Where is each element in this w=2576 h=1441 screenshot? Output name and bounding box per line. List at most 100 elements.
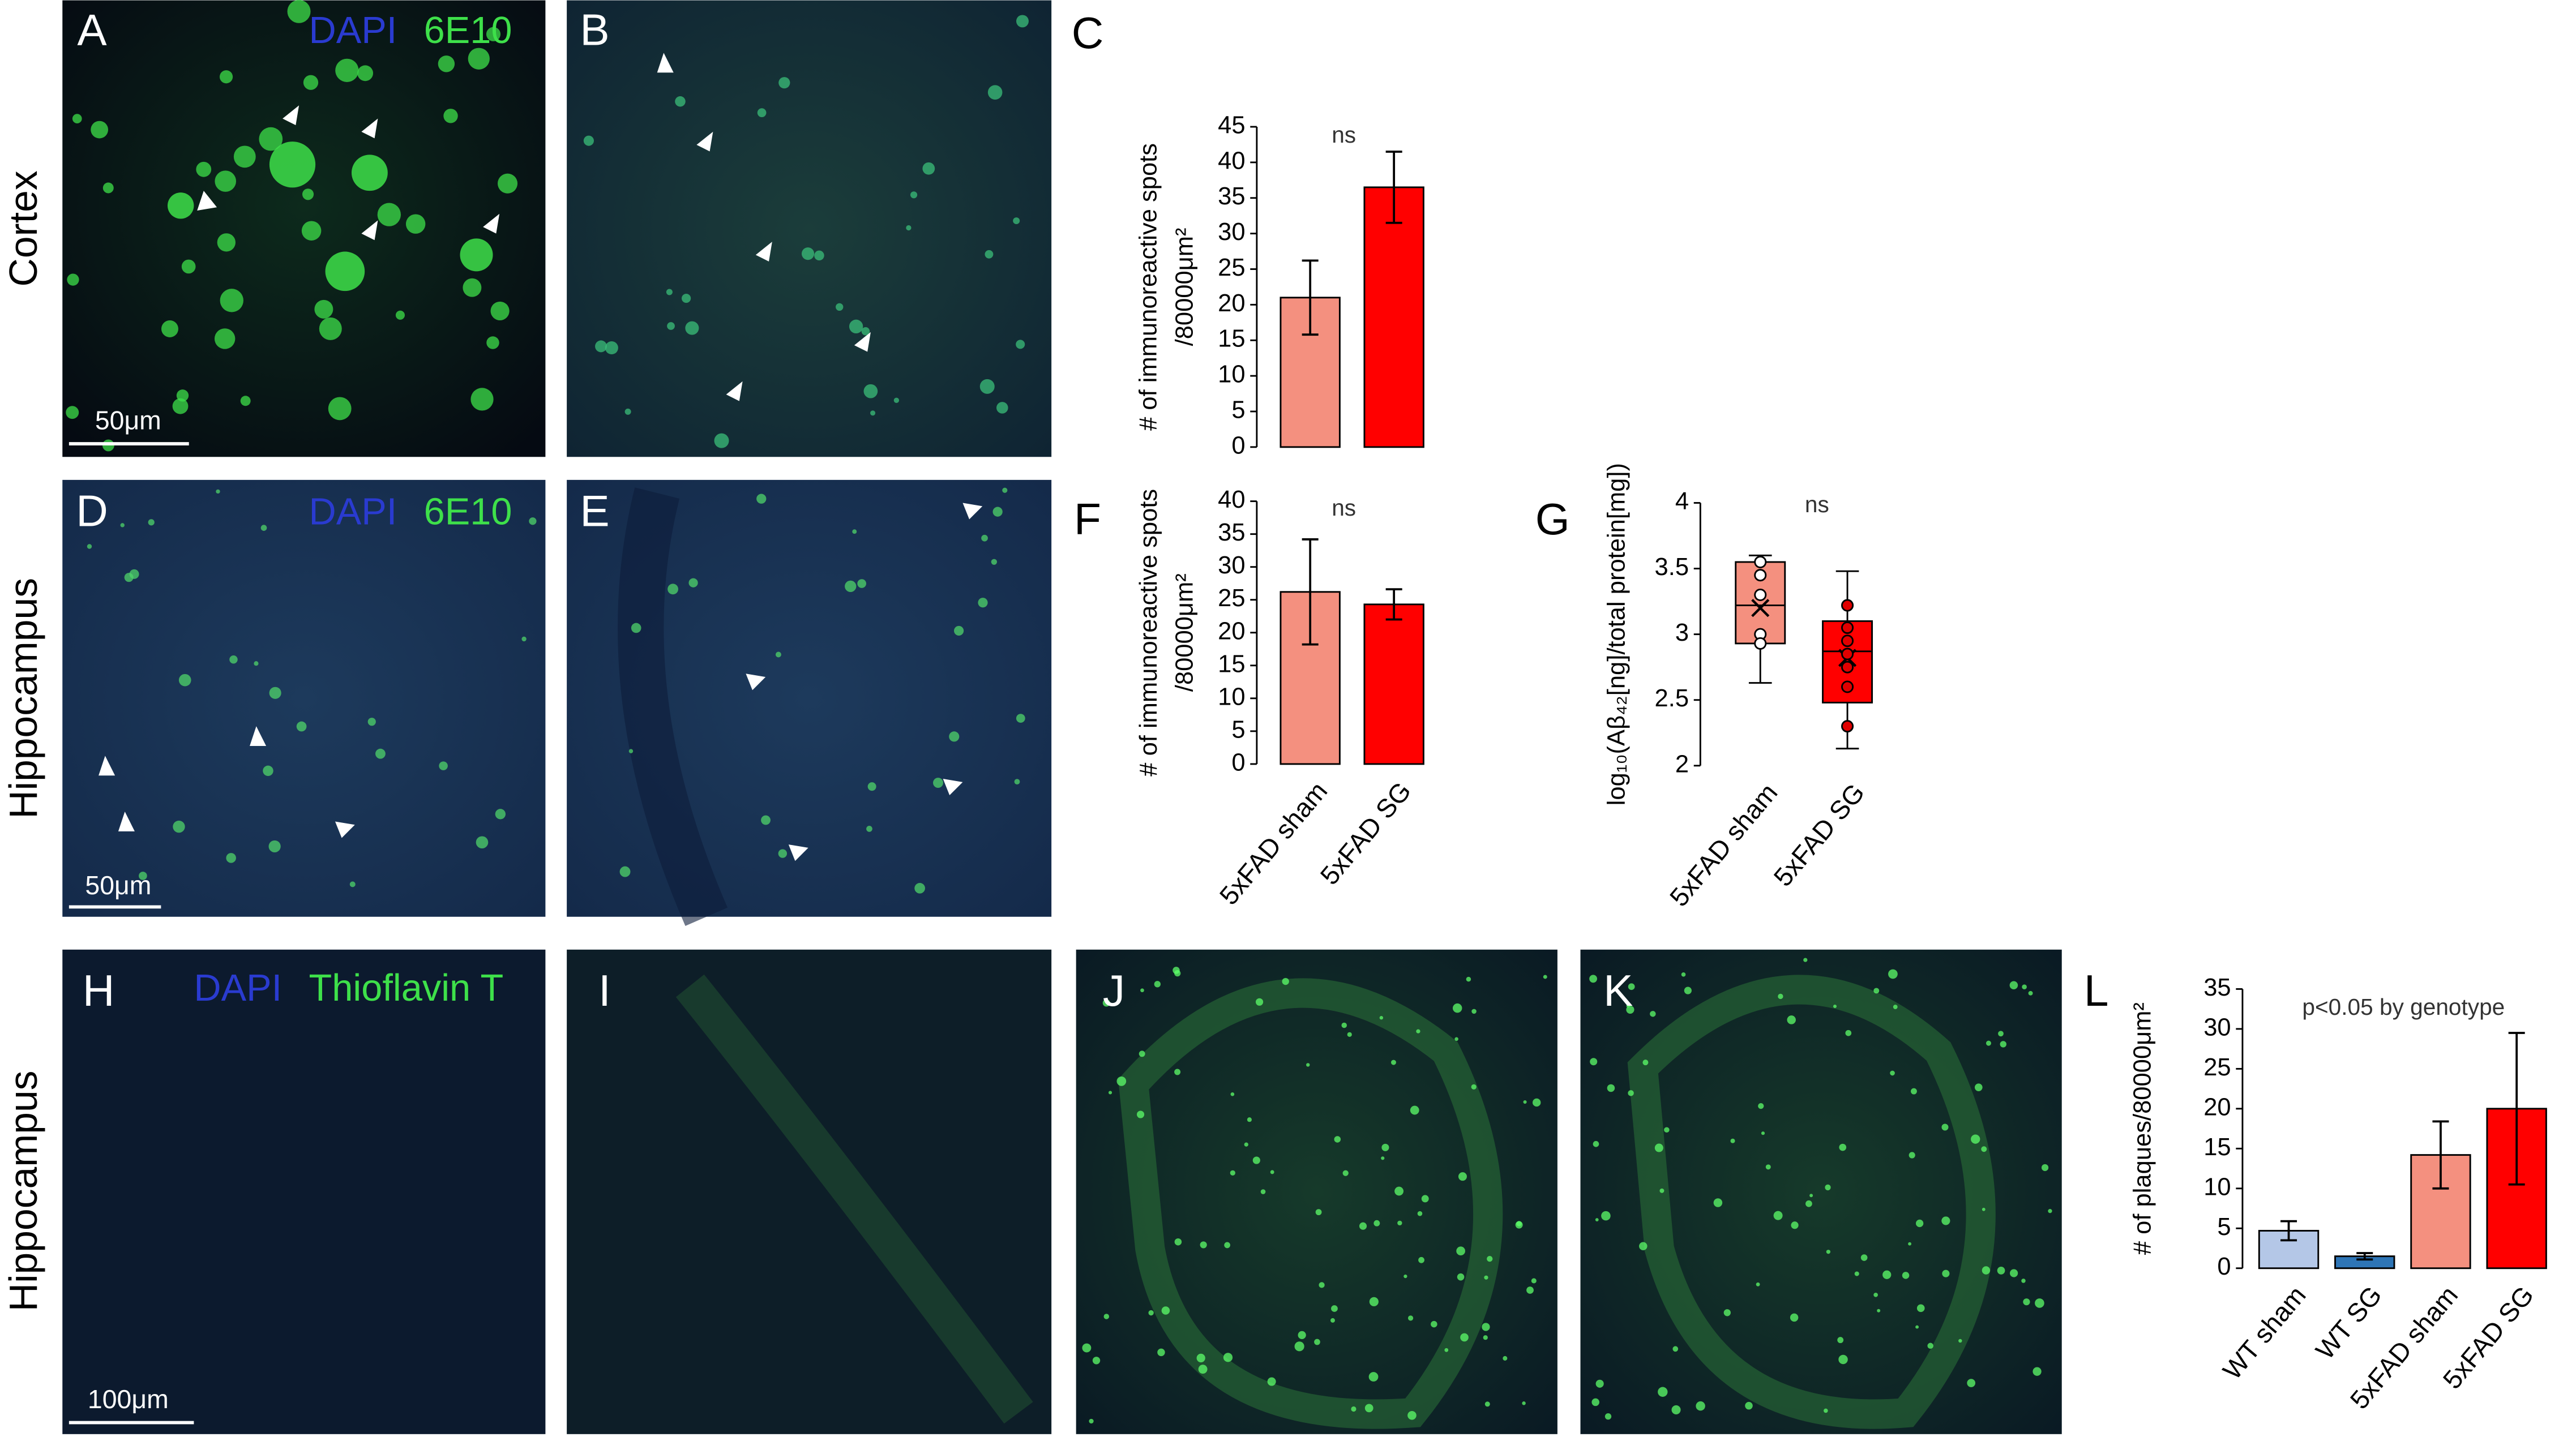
panel-label: G <box>1535 494 1570 544</box>
spot <box>1161 1306 1170 1315</box>
spot <box>987 85 1003 100</box>
spot <box>1381 1156 1385 1160</box>
plaque <box>460 238 493 272</box>
spot <box>254 661 259 666</box>
spot <box>1532 1098 1541 1107</box>
spot <box>269 687 281 699</box>
spot <box>486 336 499 349</box>
spot <box>1888 969 1898 979</box>
spot <box>1016 340 1025 349</box>
spot <box>470 388 494 411</box>
y-tick-label: 10 <box>1218 361 1245 388</box>
stain-label: 6E10 <box>424 491 512 533</box>
spot <box>2010 1269 2018 1277</box>
spot <box>1334 1136 1341 1143</box>
y-tick-label: 15 <box>2203 1134 2231 1161</box>
spot <box>1809 1194 1813 1198</box>
spot <box>1002 487 1008 493</box>
spot <box>2022 984 2027 990</box>
spot <box>349 881 356 887</box>
y-tick-label: 35 <box>2203 974 2231 1001</box>
spot <box>1174 1069 1181 1075</box>
spot <box>922 162 935 175</box>
spot <box>438 55 455 72</box>
spot <box>1458 1172 1467 1181</box>
spot <box>1515 1221 1523 1229</box>
spot <box>914 882 925 894</box>
spot <box>1471 1009 1477 1014</box>
spot <box>996 402 1008 414</box>
spot <box>1460 1333 1469 1342</box>
spot <box>66 406 79 419</box>
x-tick-label: 5xFAD sham <box>1664 778 1783 912</box>
spot <box>1431 1320 1437 1328</box>
spot <box>1224 1242 1230 1249</box>
spot <box>1230 1092 1235 1096</box>
spot <box>1157 1348 1165 1357</box>
spot <box>240 396 251 406</box>
spot <box>1974 1083 1983 1091</box>
spot <box>214 328 236 349</box>
spot <box>836 303 844 311</box>
y-tick-label: 3 <box>1675 619 1689 646</box>
y-tick-label: 25 <box>1218 585 1245 612</box>
row-label: Cortex <box>1 170 45 286</box>
spot <box>1758 1103 1764 1109</box>
error-bar <box>1385 588 1402 621</box>
spot <box>67 273 79 286</box>
spot <box>148 519 155 526</box>
spot <box>1108 1091 1112 1095</box>
spot <box>161 320 178 337</box>
bar <box>1363 186 1424 448</box>
spot <box>1319 1282 1325 1288</box>
y-tick-label: 2.5 <box>1655 685 1689 712</box>
spot <box>979 379 995 394</box>
spot <box>490 301 510 321</box>
y-tick-label: 0 <box>1231 432 1245 459</box>
spot <box>1364 1404 1373 1413</box>
spot <box>1173 967 1180 974</box>
row-label: Hippocampus <box>1 1071 45 1312</box>
spot <box>1298 1331 1306 1340</box>
mean-marker <box>1751 599 1770 617</box>
spot <box>220 289 243 312</box>
data-point <box>1841 634 1854 647</box>
spot <box>328 397 352 421</box>
spot <box>675 96 686 107</box>
y-tick-label: 10 <box>2203 1173 2231 1200</box>
spot <box>196 161 212 177</box>
spot <box>1839 1143 1847 1151</box>
spot <box>583 135 594 146</box>
spot <box>1471 1084 1477 1090</box>
spot <box>1756 1282 1760 1286</box>
annotation: ns <box>1805 491 1829 517</box>
spot <box>335 58 359 82</box>
tissue-band <box>618 487 728 926</box>
spot <box>1837 1337 1844 1344</box>
panel-label: K <box>1603 966 1633 1015</box>
spot <box>498 173 518 194</box>
spot <box>1347 1032 1352 1037</box>
panel-label: E <box>580 486 609 536</box>
x-tick-label: 5xFAD SG <box>1768 778 1871 891</box>
spot <box>1282 977 1289 985</box>
stain-label: Thioflavin T <box>309 967 504 1009</box>
spot <box>1394 1186 1404 1196</box>
spot <box>1136 1110 1145 1118</box>
spot <box>761 815 771 825</box>
y-tick-label: 30 <box>2203 1014 2231 1041</box>
spot <box>1244 1142 1248 1147</box>
spot <box>229 655 238 664</box>
spot <box>1958 1339 1962 1343</box>
spot <box>1713 1198 1723 1207</box>
spot <box>1255 998 1264 1006</box>
spot <box>1982 1266 1991 1275</box>
spot <box>357 65 374 82</box>
spot <box>1503 1356 1508 1361</box>
spot <box>468 48 490 70</box>
arrowhead <box>99 756 115 776</box>
arrowhead <box>657 53 674 73</box>
spot <box>495 809 506 820</box>
arrowhead <box>696 131 713 152</box>
